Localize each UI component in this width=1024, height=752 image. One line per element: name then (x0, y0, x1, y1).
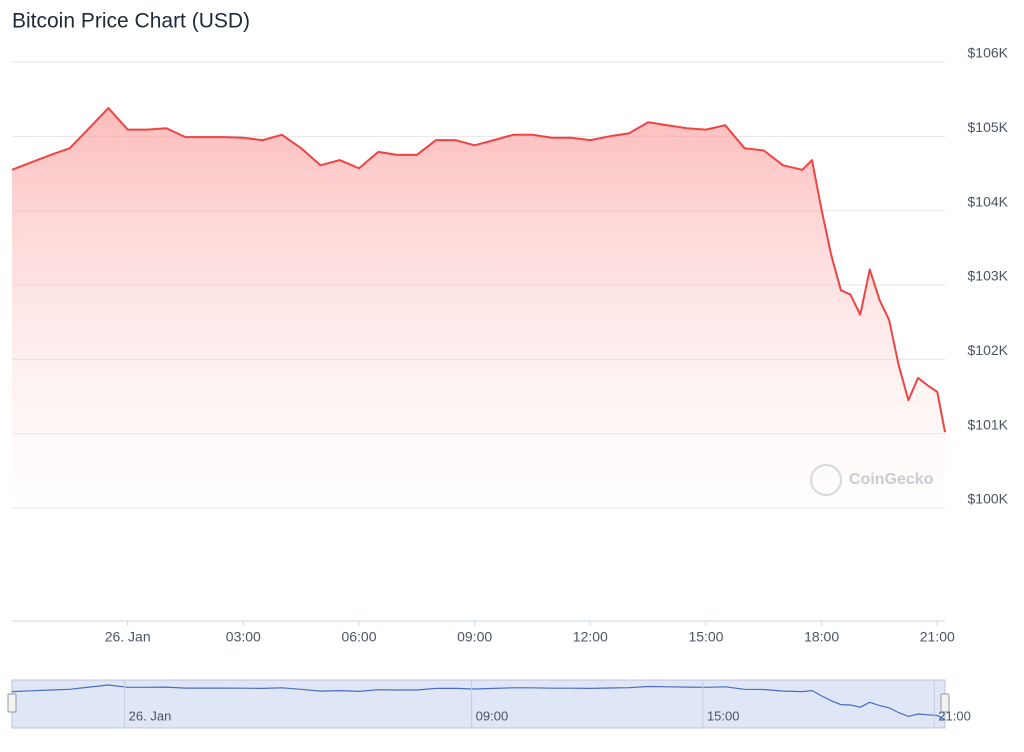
x-tick-label: 26. Jan (105, 629, 151, 645)
watermark-logo (810, 464, 842, 496)
x-tick-label: 15:00 (688, 629, 723, 645)
x-tick-label: 06:00 (341, 629, 376, 645)
navigator-handle-right[interactable] (940, 693, 950, 713)
y-tick-label: $101K (968, 416, 1009, 432)
chart-title: Bitcoin Price Chart (USD) (12, 10, 250, 33)
y-tick-label: $105K (968, 119, 1009, 135)
navigator-line (11, 684, 946, 721)
price-line (11, 107, 946, 433)
x-tick-label: 03:00 (226, 629, 261, 645)
y-tick-label: $102K (968, 342, 1009, 358)
navigator-tick-label: 21:00 (938, 708, 971, 723)
navigator-tick-label: 15:00 (707, 708, 740, 723)
x-tick-label: 21:00 (920, 629, 955, 645)
y-tick-label: $100K (968, 491, 1009, 507)
price-area (12, 108, 945, 508)
navigator-handle-left[interactable] (7, 693, 17, 713)
x-tick-label: 18:00 (804, 629, 839, 645)
y-tick-label: $103K (968, 268, 1009, 284)
y-tick-label: $106K (968, 45, 1009, 61)
x-tick-label: 12:00 (573, 629, 608, 645)
navigator-tick-label: 26. Jan (129, 708, 172, 723)
navigator-background (11, 679, 946, 729)
y-tick-label: $104K (968, 193, 1009, 209)
x-tick-label: 09:00 (457, 629, 492, 645)
watermark: CoinGecko (849, 471, 934, 488)
navigator-tick-label: 09:00 (476, 708, 509, 723)
